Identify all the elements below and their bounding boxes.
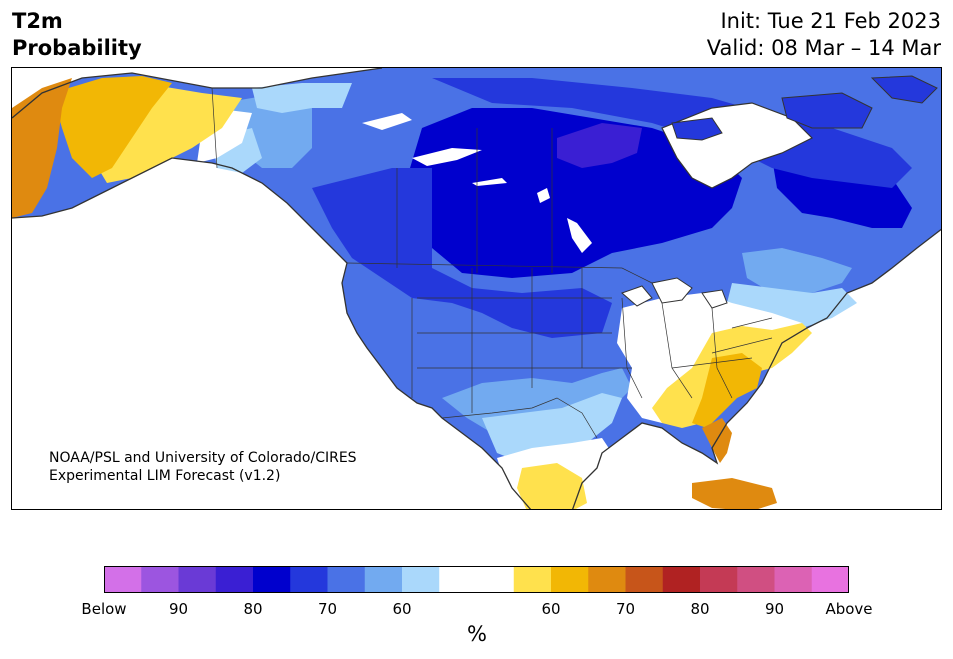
init-date: Init: Tue 21 Feb 2023 (720, 9, 941, 33)
colorbar-tick-label: 70 (615, 600, 636, 618)
colorbar-segment (178, 566, 217, 593)
colorbar-tick-label: 70 (317, 600, 338, 618)
region-below-33-south (482, 393, 622, 463)
colorbar-segment (253, 566, 291, 593)
colorbar-segment (290, 566, 328, 593)
colorbar-segment (700, 566, 738, 593)
colorbar-segment (662, 566, 701, 593)
credit-line-1: NOAA/PSL and University of Colorado/CIRE… (49, 450, 357, 466)
colorbar-segment (513, 566, 552, 593)
colorbar-segment (327, 566, 366, 593)
credit-line-2: Experimental LIM Forecast (v1.2) (49, 468, 281, 484)
colorbar-border (104, 566, 849, 593)
colorbar-tick-label: Below (81, 600, 127, 618)
colorbar-segment (551, 566, 589, 593)
colorbar-segment (811, 566, 849, 593)
colorbar-segment (215, 566, 254, 593)
region-below-80 (557, 123, 642, 168)
region-above-60-cuba (692, 478, 777, 509)
colorbar-segment (774, 566, 813, 593)
colorbar-tick-label: 80 (243, 600, 263, 618)
colorbar-tick-label: 90 (168, 600, 189, 618)
credit-text: NOAA/PSL and University of Colorado/CIRE… (49, 449, 357, 485)
region-above-60-alaska (12, 78, 72, 218)
lake-athabasca (472, 178, 507, 186)
title-metric: Probability (12, 36, 142, 60)
political-borders (211, 87, 773, 439)
colorbar-segment (141, 566, 179, 593)
region-below-40-east (742, 248, 852, 293)
coastline (12, 68, 941, 509)
colorbar-segment (737, 566, 775, 593)
colorbar-segment (402, 566, 440, 593)
region-below-60-north (432, 78, 912, 188)
colorbar-tick-label: 60 (541, 600, 561, 618)
colorbar (104, 566, 849, 593)
great-lakes (621, 277, 728, 309)
region-above-33-mexico (517, 463, 587, 509)
region-below-70 (407, 108, 742, 278)
region-above-50-alaska (52, 76, 172, 178)
great-bear-lake (362, 113, 412, 130)
region-above-50-southeast (692, 353, 762, 428)
colorbar-tick-label: 60 (392, 600, 412, 618)
colorbar-segment (588, 566, 626, 593)
lake-winnipegosis (537, 188, 550, 203)
great-slave-lake (412, 148, 482, 166)
colorbar-tick-label: Above (825, 600, 873, 618)
colorbar-segment (439, 566, 477, 593)
colorbar-segment (364, 566, 403, 593)
region-below-60 (312, 168, 612, 338)
colorbar-tick-label: 80 (690, 600, 710, 618)
region-below-33 (252, 83, 352, 113)
map-title: T2m Probability (12, 8, 142, 62)
colorbar-segment (476, 566, 515, 593)
valid-range: Valid: 08 Mar – 14 Mar (706, 36, 941, 60)
colorbar-tick-label: 90 (764, 600, 785, 618)
arctic-islands (671, 75, 938, 141)
probability-map (11, 67, 942, 510)
lake-winnipeg (567, 218, 592, 253)
title-variable: T2m (12, 9, 63, 33)
colorbar-segment (104, 566, 142, 593)
colorbar-segment (625, 566, 664, 593)
colorbar-unit: % (467, 622, 487, 646)
forecast-dates: Init: Tue 21 Feb 2023 Valid: 08 Mar – 14… (707, 8, 941, 62)
